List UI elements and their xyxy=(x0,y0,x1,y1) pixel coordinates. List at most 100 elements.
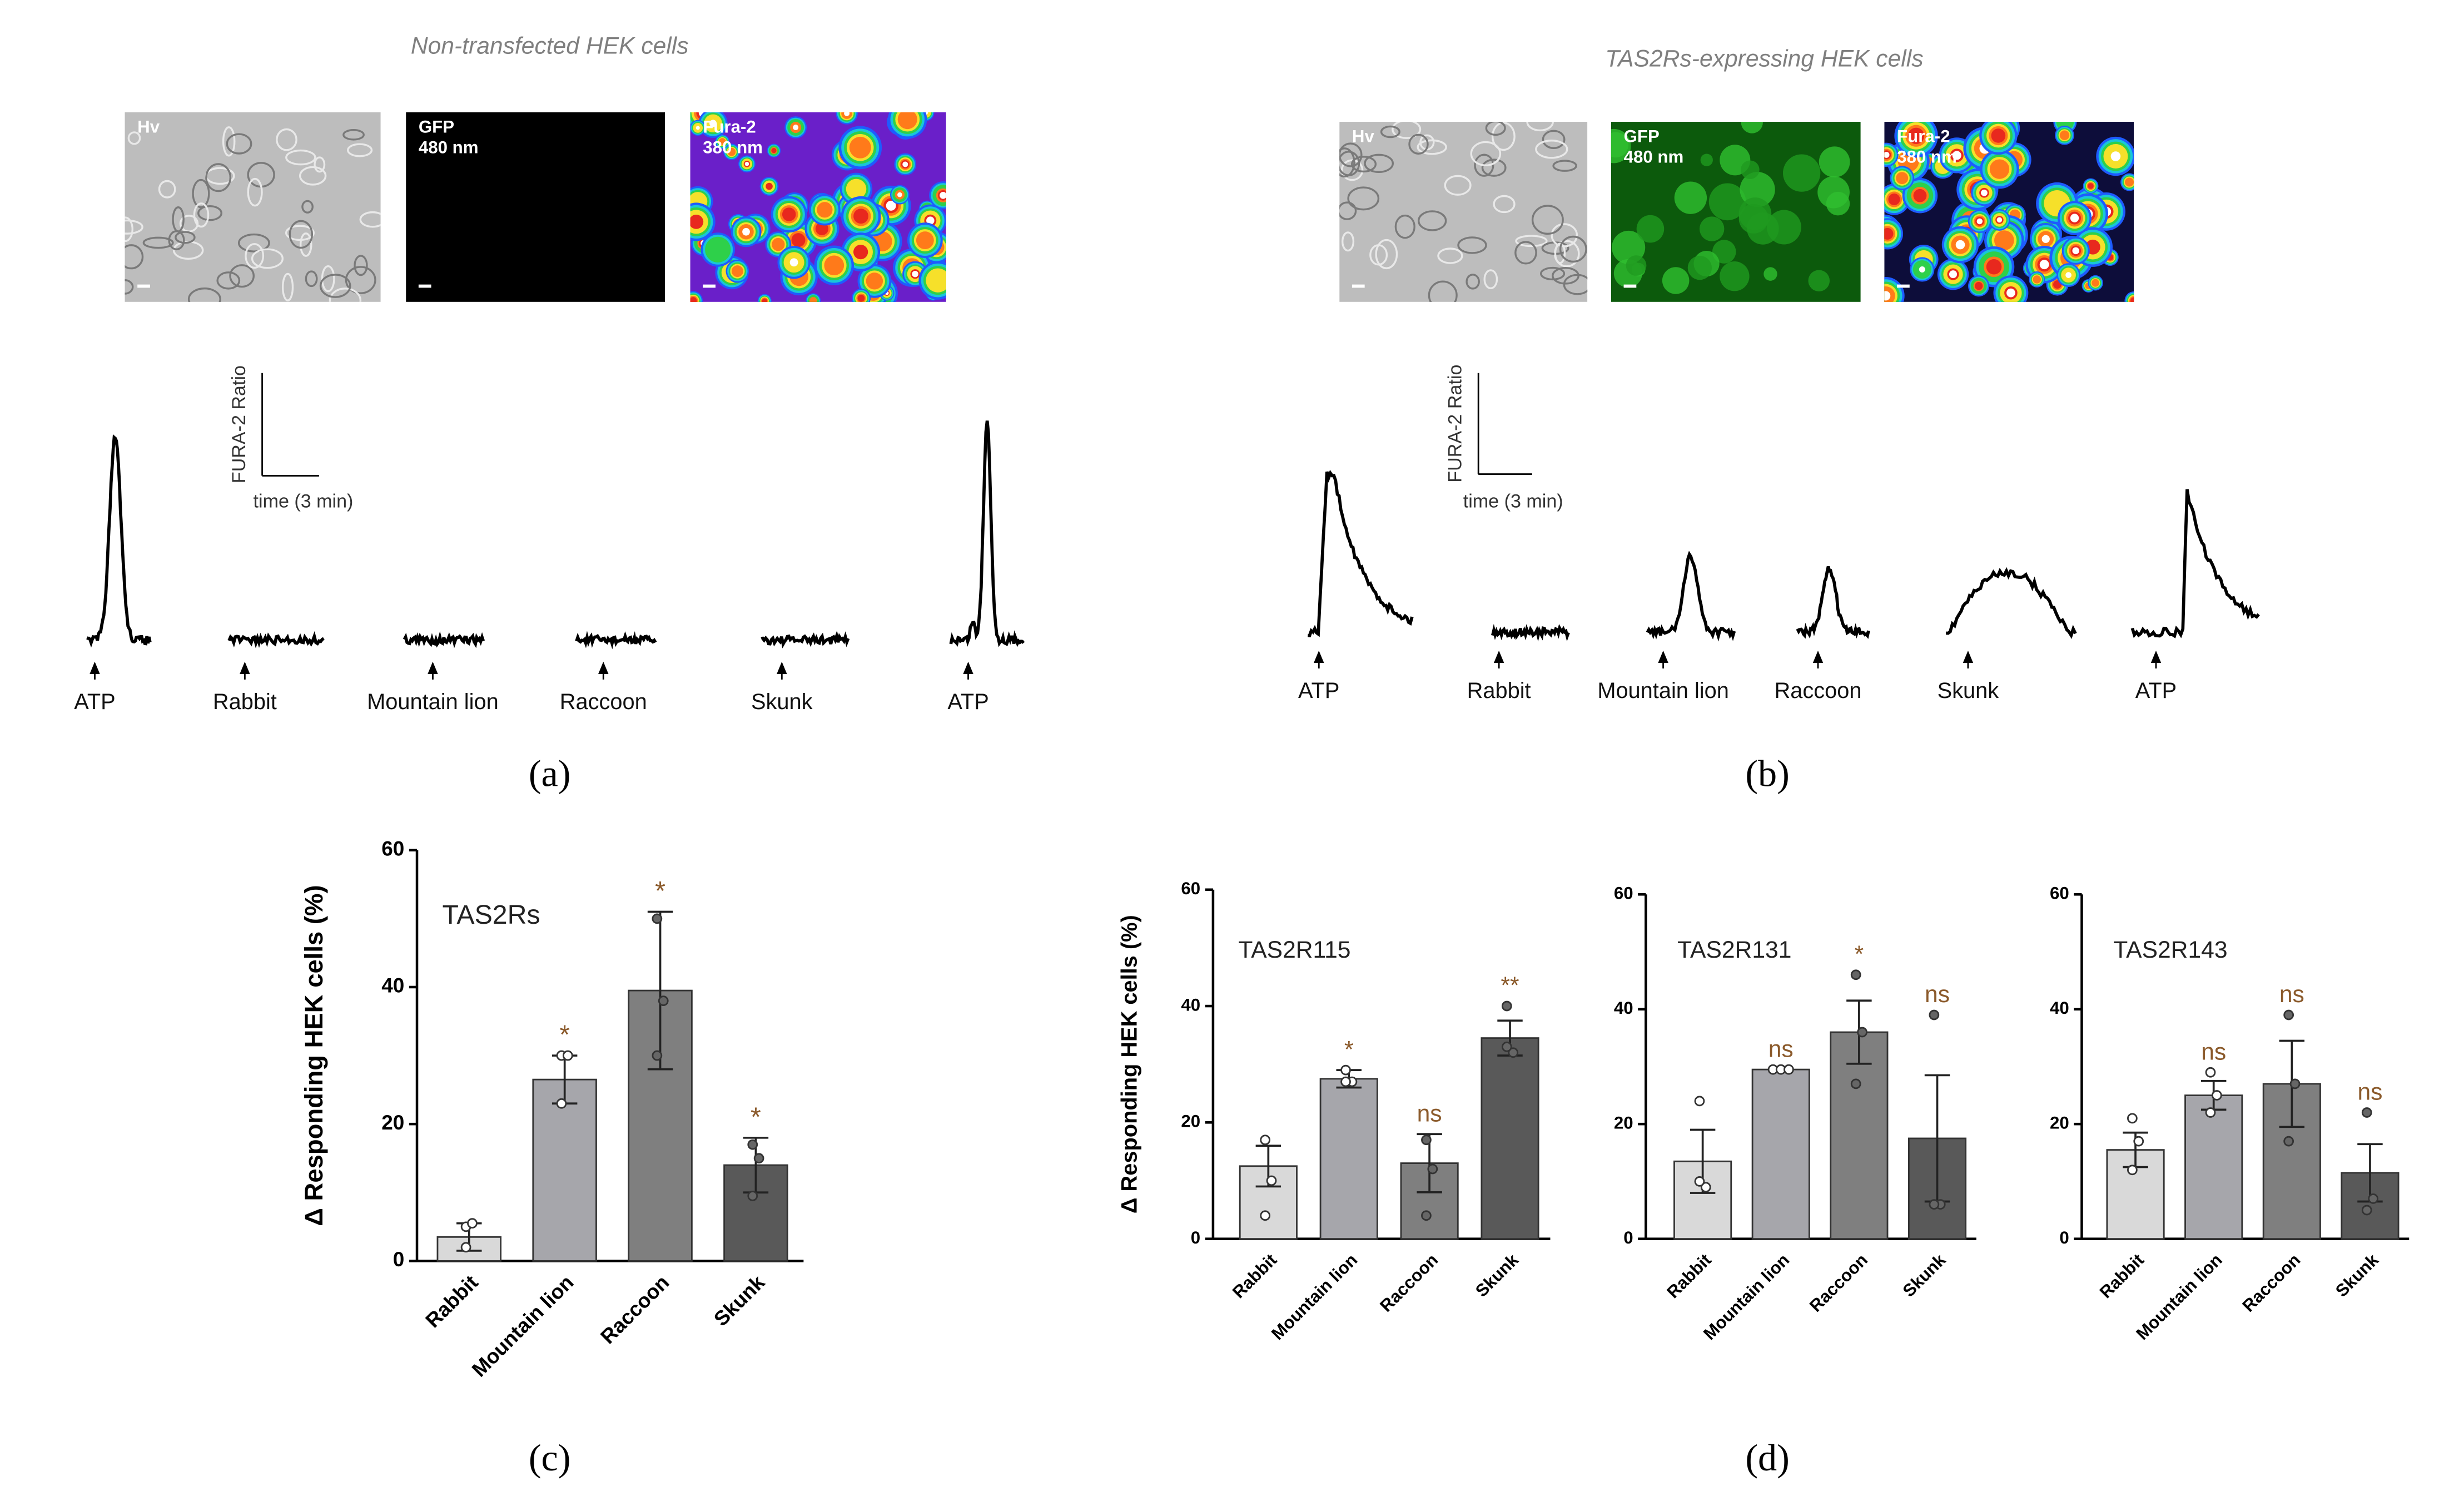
data-point xyxy=(747,1139,758,1150)
data-point xyxy=(1508,1047,1519,1058)
cell xyxy=(247,177,263,207)
data-point xyxy=(1340,1076,1351,1087)
stimulus-arrow xyxy=(2150,650,2162,669)
stimulus-arrow xyxy=(90,661,100,680)
chart-annotation: TAS2Rs xyxy=(442,900,540,930)
scale-label-x: time (3 min) xyxy=(1463,491,1563,512)
fura-blob xyxy=(744,161,749,166)
fura-blob xyxy=(916,231,934,250)
trace xyxy=(1646,551,1736,642)
significance-label: ns xyxy=(2201,1038,2226,1065)
gfp-cell xyxy=(1687,255,1712,280)
stimulus-arrow xyxy=(1658,650,1668,669)
gfp-cell xyxy=(1741,122,1763,133)
data-point xyxy=(1694,1096,1705,1107)
cell xyxy=(125,244,144,270)
image-label: 480 nm xyxy=(1624,147,1684,167)
data-point xyxy=(1266,1175,1277,1186)
data-point xyxy=(1260,1135,1271,1146)
cell xyxy=(276,128,297,151)
cell xyxy=(285,225,315,241)
cell xyxy=(1375,239,1398,270)
image-label: GFP xyxy=(1624,127,1660,146)
fura-blob xyxy=(2088,183,2094,189)
data-point xyxy=(1784,1064,1794,1075)
trace xyxy=(1491,623,1570,642)
data-point xyxy=(652,913,663,924)
data-point xyxy=(1857,1027,1867,1038)
fura-blob xyxy=(1907,127,1925,144)
trace xyxy=(2130,489,2260,638)
micrograph xyxy=(1611,122,1861,302)
stimulus-label: Rabbit xyxy=(213,690,277,714)
data-point xyxy=(460,1242,471,1253)
cell xyxy=(125,216,133,242)
data-point xyxy=(1501,1041,1512,1052)
image-bg xyxy=(406,112,665,302)
cell xyxy=(158,180,176,199)
stimulus-label: Skunk xyxy=(751,690,813,714)
cell xyxy=(1542,130,1566,149)
image-label: 480 nm xyxy=(419,138,479,157)
cell xyxy=(125,219,143,235)
y-tick-label: 0 xyxy=(1191,1228,1200,1247)
image-label: Fura-2 xyxy=(1897,127,1950,146)
y-tick-label: 60 xyxy=(1181,879,1200,898)
y-tick-label: 60 xyxy=(1614,884,1633,903)
image-label: GFP xyxy=(419,117,454,137)
cell xyxy=(305,270,318,288)
y-tick-label: 0 xyxy=(393,1248,405,1271)
panel-title: Non-transfected HEK cells xyxy=(411,33,689,60)
fura-blob xyxy=(902,161,908,167)
fura-blob xyxy=(772,237,785,251)
fura-blob xyxy=(1888,193,1900,206)
cell xyxy=(1531,205,1564,235)
significance-label: ns xyxy=(1768,1036,1794,1062)
data-point xyxy=(1421,1210,1432,1221)
gfp-cell xyxy=(1819,146,1850,178)
cell xyxy=(1554,242,1566,264)
trace xyxy=(1945,567,2077,639)
data-point xyxy=(652,1050,663,1061)
stimulus-arrow xyxy=(428,661,438,680)
cell xyxy=(354,255,368,276)
gfp-cell xyxy=(1636,215,1665,243)
data-point xyxy=(2127,1113,2138,1124)
image-label: 380 nm xyxy=(703,138,763,157)
trace xyxy=(949,420,1025,647)
fura-blob xyxy=(815,222,829,235)
significance-label: ** xyxy=(1501,972,1519,999)
fura-blob xyxy=(866,273,883,290)
stimulus-arrow xyxy=(240,661,250,680)
data-point xyxy=(562,1050,573,1061)
cell xyxy=(1347,186,1380,211)
data-point xyxy=(1421,1135,1432,1146)
y-tick-label: 20 xyxy=(1181,1112,1200,1131)
cell xyxy=(1474,153,1494,177)
cell xyxy=(329,288,362,302)
fura-blob xyxy=(1989,159,2010,179)
fura-blob xyxy=(2072,247,2080,255)
cell xyxy=(1341,231,1355,252)
stimulus-arrow xyxy=(1812,650,1824,669)
panel-label: (a) xyxy=(529,752,571,795)
cell xyxy=(125,279,134,295)
fura-blob xyxy=(2006,288,2015,298)
panel-label: (c) xyxy=(529,1436,571,1479)
gfp-cell xyxy=(1741,160,1760,180)
stimulus-label: ATP xyxy=(1298,678,1339,703)
cell xyxy=(1514,241,1537,265)
cell xyxy=(1417,210,1447,231)
fura-blob xyxy=(727,147,736,156)
cell xyxy=(193,202,210,228)
fura-blob xyxy=(762,298,767,302)
fura-blob xyxy=(2059,130,2070,140)
cell xyxy=(216,271,241,290)
fura-blob xyxy=(1974,281,1983,290)
cell xyxy=(1392,122,1422,139)
gfp-cell xyxy=(1720,261,1750,291)
gfp-cell xyxy=(1699,216,1725,241)
cell xyxy=(1515,235,1548,247)
stimulus-label: Mountain lion xyxy=(367,690,499,714)
fura-blob xyxy=(793,125,799,131)
